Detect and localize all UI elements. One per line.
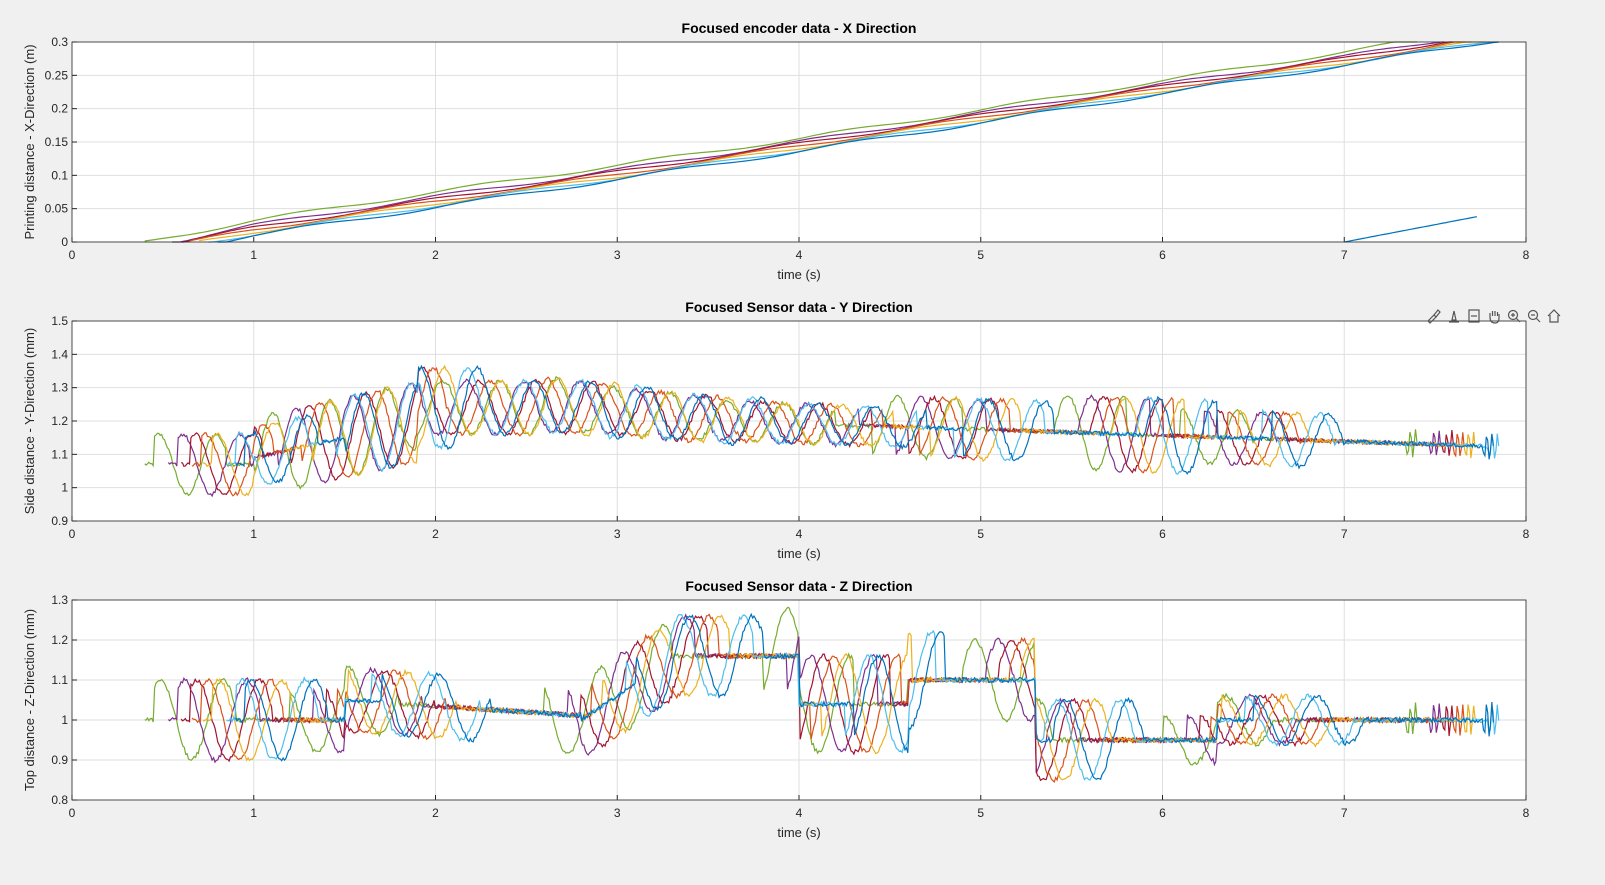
x-tick-label: 7 bbox=[1341, 527, 1348, 541]
x-tick-label: 5 bbox=[977, 248, 984, 262]
series-line-2 bbox=[172, 41, 1445, 243]
y-tick-label: 0 bbox=[61, 235, 68, 249]
x-tick-label: 1 bbox=[250, 806, 257, 820]
x-tick-label: 8 bbox=[1523, 527, 1530, 541]
y-tick-label: 0.1 bbox=[51, 168, 68, 182]
zoom-in-icon[interactable] bbox=[1505, 307, 1523, 325]
x-tick-label: 2 bbox=[432, 248, 439, 262]
series-line-4 bbox=[191, 366, 1465, 497]
y-tick-label: 1.4 bbox=[51, 347, 68, 361]
x-tick-label: 2 bbox=[432, 806, 439, 820]
axes-toolbar bbox=[1425, 306, 1563, 326]
y-tick-label: 1.3 bbox=[51, 593, 68, 607]
x-tick-label: 0 bbox=[69, 806, 76, 820]
subplot-2: 0 1 2 3 4 5 6 7 8 0.9 1 1.1 1.2 1.3 1.4 1.5 Focused Sens… bbox=[22, 299, 1530, 561]
y-tick-label: 0.2 bbox=[51, 102, 68, 116]
x-tick-label: 4 bbox=[796, 806, 803, 820]
y-tick-label: 0.8 bbox=[51, 793, 68, 807]
series-line-6 bbox=[226, 614, 1500, 781]
x-tick-label: 0 bbox=[69, 527, 76, 541]
x-tick-label: 0 bbox=[69, 248, 76, 262]
series-line-5 bbox=[202, 614, 1476, 781]
y-tick-label: 1.1 bbox=[51, 447, 68, 461]
plot-title: Focused Sensor data - Z Direction bbox=[685, 578, 912, 594]
data-tips-icon[interactable] bbox=[1445, 307, 1463, 325]
y-tick-label: 0.9 bbox=[51, 753, 68, 767]
home-icon[interactable] bbox=[1545, 307, 1563, 325]
axes-box bbox=[71, 320, 1527, 522]
x-tick-label: 7 bbox=[1341, 806, 1348, 820]
x-tick-label: 8 bbox=[1523, 806, 1530, 820]
x-tick-label: 1 bbox=[250, 248, 257, 262]
x-tick-label: 7 bbox=[1341, 248, 1348, 262]
x-tick-label: 6 bbox=[1159, 806, 1166, 820]
series-line-7 bbox=[217, 41, 1499, 243]
y-tick-label: 0.9 bbox=[51, 514, 68, 528]
y-tick-label: 1.5 bbox=[51, 314, 68, 328]
x-axis-label: time (s) bbox=[777, 825, 820, 840]
series-line-4 bbox=[191, 613, 1465, 783]
x-tick-label: 3 bbox=[614, 248, 621, 262]
y-tick-label: 1.3 bbox=[51, 381, 68, 395]
y-tick-label: 1.2 bbox=[51, 633, 68, 647]
series-line-2 bbox=[167, 613, 1442, 774]
link-axes-icon[interactable] bbox=[1465, 307, 1483, 325]
x-tick-label: 4 bbox=[796, 527, 803, 541]
subplot-1: 0 1 2 3 4 5 6 7 8 0 0.05 0.1 0.15 0.2 0.25 0.3 Focused e… bbox=[22, 20, 1530, 282]
x-tick-label: 6 bbox=[1159, 248, 1166, 262]
y-tick-label: 0.05 bbox=[45, 202, 69, 216]
x-tick-label: 1 bbox=[250, 527, 257, 541]
x-tick-label: 4 bbox=[796, 248, 803, 262]
x-tick-label: 5 bbox=[977, 527, 984, 541]
x-tick-label: 5 bbox=[977, 806, 984, 820]
y-tick-label: 1 bbox=[61, 481, 68, 495]
y-tick-label: 1.1 bbox=[51, 673, 68, 687]
y-axis-label: Side distance - Y-Direction (mm) bbox=[22, 328, 37, 514]
series-line-7 bbox=[235, 364, 1494, 484]
x-tick-label: 6 bbox=[1159, 527, 1166, 541]
x-axis-label: time (s) bbox=[777, 267, 820, 282]
axes-box bbox=[71, 599, 1527, 801]
x-tick-label: 3 bbox=[614, 527, 621, 541]
y-tick-label: 1.2 bbox=[51, 414, 68, 428]
x-tick-label: 2 bbox=[432, 527, 439, 541]
series-line-8 bbox=[1344, 216, 1478, 243]
series-line-5 bbox=[202, 364, 1476, 497]
series-line-1 bbox=[144, 606, 1418, 766]
plot-title: Focused encoder data - X Direction bbox=[682, 20, 917, 36]
series-line-4 bbox=[189, 41, 1472, 242]
zoom-out-icon[interactable] bbox=[1525, 307, 1543, 325]
y-tick-label: 0.3 bbox=[51, 35, 68, 49]
y-axis-label: Printing distance - X-Direction (m) bbox=[22, 44, 37, 239]
series-line-6 bbox=[226, 367, 1500, 485]
subplot-3: 0 1 2 3 4 5 6 7 8 0.8 0.9 1 1.1 1.2 1.3 Focused Sensor … bbox=[22, 578, 1530, 840]
x-axis-label: time (s) bbox=[777, 546, 820, 561]
y-tick-label: 0.15 bbox=[45, 135, 69, 149]
y-axis-label: Top distance - Z-Direction (mm) bbox=[22, 609, 37, 791]
series-line-1 bbox=[144, 41, 1417, 242]
axes-box bbox=[71, 41, 1527, 243]
x-tick-label: 8 bbox=[1523, 248, 1530, 262]
brush-icon[interactable] bbox=[1425, 307, 1443, 325]
plot-title: Focused Sensor data - Y Direction bbox=[685, 299, 912, 315]
y-tick-label: 0.25 bbox=[45, 68, 69, 82]
x-tick-label: 3 bbox=[614, 806, 621, 820]
pan-hand-icon[interactable] bbox=[1485, 307, 1503, 325]
series-line-7 bbox=[235, 612, 1494, 781]
y-tick-label: 1 bbox=[61, 713, 68, 727]
series-line-3 bbox=[180, 615, 1454, 782]
